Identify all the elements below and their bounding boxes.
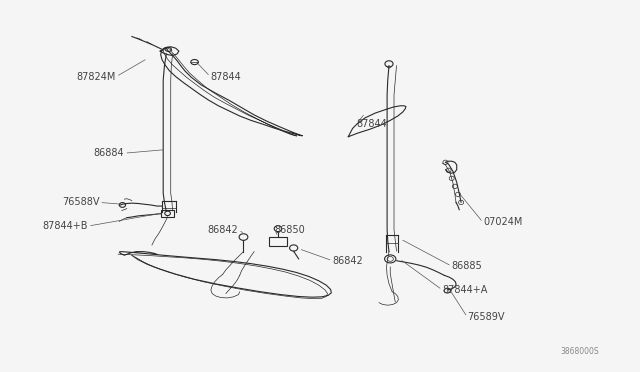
Bar — [161, 210, 175, 217]
Text: 07024M: 07024M — [483, 218, 522, 227]
Text: 86842: 86842 — [208, 225, 239, 235]
Text: 76588V: 76588V — [61, 198, 99, 208]
Text: 86850: 86850 — [275, 225, 305, 235]
Text: 87844+A: 87844+A — [442, 285, 488, 295]
Text: 76589V: 76589V — [467, 312, 505, 322]
Text: 87844+B: 87844+B — [42, 221, 88, 231]
Text: 87844: 87844 — [211, 72, 241, 81]
Text: 3868000S: 3868000S — [561, 347, 599, 356]
Bar — [269, 237, 287, 246]
Text: 87844: 87844 — [356, 119, 387, 129]
Text: 87824M: 87824M — [77, 72, 116, 81]
Text: 86842: 86842 — [333, 256, 364, 266]
Text: 86885: 86885 — [452, 261, 483, 271]
Text: 86884: 86884 — [93, 148, 124, 158]
